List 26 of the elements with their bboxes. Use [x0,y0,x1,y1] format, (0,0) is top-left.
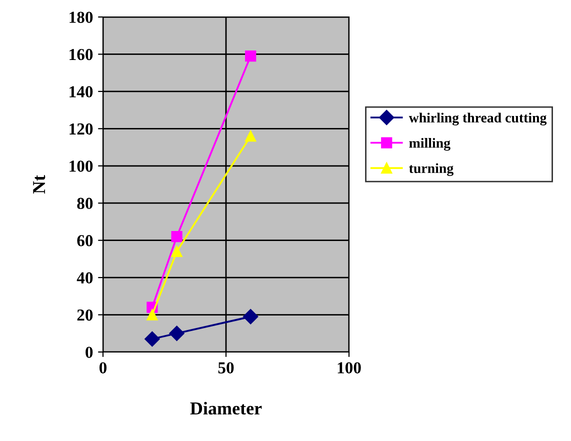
point [171,231,182,242]
y-tick-label: 100 [70,160,93,172]
y-tick-label: 0 [86,346,93,358]
y-axis-title: Nt [33,175,46,194]
legend-label: milling [409,138,450,151]
y-tick-label: 160 [70,48,93,60]
x-tick-label: 0 [99,362,107,374]
y-tick-label: 20 [77,309,93,321]
point [171,246,182,258]
point [169,326,184,341]
y-tick-label: 120 [70,123,93,135]
point [144,331,160,347]
legend-label: turning [409,163,454,176]
legend-label: whirling thread cutting [408,112,547,126]
y-tick-label: 140 [70,86,93,98]
point [243,309,258,324]
x-tick-label: 50 [218,362,234,374]
y-tick-label: 40 [76,272,93,284]
x-tick-label: 100 [338,362,361,374]
point [245,50,256,62]
y-tick-label: 80 [77,198,93,210]
point [146,309,158,320]
x-axis-title: Diameter [190,402,262,415]
y-tick-label: 180 [70,12,93,23]
point [245,130,256,142]
y-tick-label: 60 [77,235,93,246]
